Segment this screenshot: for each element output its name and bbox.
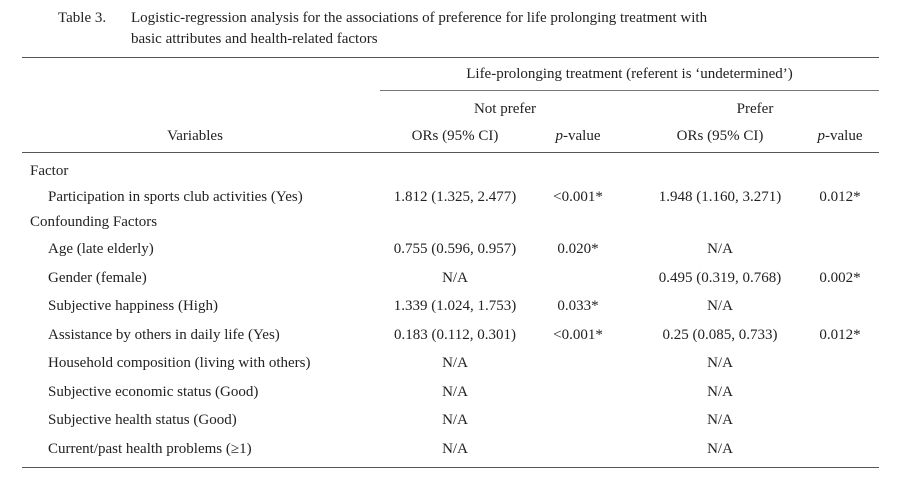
row-or-prefer: 0.25 (0.085, 0.733) bbox=[662, 327, 778, 343]
row-or-prefer: N/A bbox=[707, 355, 733, 371]
col-header-or-not-prefer: ORs (95% CI) bbox=[411, 128, 499, 144]
col-header-or-prefer: ORs (95% CI) bbox=[676, 128, 764, 144]
row-p-not-prefer: <0.001* bbox=[553, 327, 603, 343]
bottom-rule bbox=[22, 467, 879, 468]
col-header-p-prefer: p-value bbox=[817, 128, 863, 144]
row-or-prefer: N/A bbox=[707, 412, 733, 428]
row-p-not-prefer: 0.020* bbox=[557, 241, 599, 257]
caption-line-1: Logistic-regression analysis for the ass… bbox=[131, 10, 708, 26]
section-label-factor: Factor bbox=[30, 163, 69, 179]
row-variable: Current/past health problems (≥1) bbox=[48, 441, 252, 457]
row-p-prefer: 0.012* bbox=[819, 327, 861, 343]
row-or-prefer: 1.948 (1.160, 3.271) bbox=[658, 189, 782, 205]
section-label-confounding: Confounding Factors bbox=[30, 214, 158, 230]
row-or-prefer: N/A bbox=[707, 441, 733, 457]
row-or-not-prefer: 0.183 (0.112, 0.301) bbox=[394, 327, 516, 343]
row-variable: Subjective happiness (High) bbox=[48, 298, 218, 314]
spanner-rule bbox=[380, 90, 879, 91]
row-variable: Gender (female) bbox=[48, 270, 147, 286]
row-variable: Assistance by others in daily life (Yes) bbox=[48, 327, 280, 343]
row-or-not-prefer: 1.339 (1.024, 1.753) bbox=[393, 298, 517, 314]
row-or-prefer: N/A bbox=[707, 298, 733, 314]
row-variable: Participation in sports club activities … bbox=[48, 189, 303, 205]
header-rule bbox=[22, 152, 879, 153]
top-rule bbox=[22, 57, 879, 58]
group-header-not-prefer: Not prefer bbox=[473, 101, 537, 117]
row-p-not-prefer: <0.001* bbox=[553, 189, 603, 205]
row-or-not-prefer: N/A bbox=[442, 412, 468, 428]
row-or-prefer: 0.495 (0.319, 0.768) bbox=[658, 270, 782, 286]
row-or-prefer: N/A bbox=[707, 384, 733, 400]
table-title: Logistic-regression analysis for the ass… bbox=[131, 8, 891, 50]
row-or-not-prefer: N/A bbox=[442, 384, 468, 400]
col-header-p-not-prefer: p-value bbox=[555, 128, 601, 144]
row-or-not-prefer: 0.755 (0.596, 0.957) bbox=[393, 241, 517, 257]
row-or-not-prefer: N/A bbox=[442, 441, 468, 457]
row-variable: Age (late elderly) bbox=[48, 241, 154, 257]
col-header-variables: Variables bbox=[167, 128, 223, 144]
row-variable: Household composition (living with other… bbox=[48, 355, 311, 371]
row-p-prefer: 0.002* bbox=[819, 270, 861, 286]
row-or-not-prefer: N/A bbox=[442, 270, 468, 286]
row-or-prefer: N/A bbox=[707, 241, 733, 257]
row-variable: Subjective economic status (Good) bbox=[48, 384, 259, 400]
row-p-prefer: 0.012* bbox=[819, 189, 861, 205]
row-variable: Subjective health status (Good) bbox=[48, 412, 237, 428]
caption-line-2: basic attributes and health-related fact… bbox=[131, 31, 378, 47]
row-or-not-prefer: 1.812 (1.325, 2.477) bbox=[393, 189, 517, 205]
group-header-prefer: Prefer bbox=[736, 101, 774, 117]
row-or-not-prefer: N/A bbox=[442, 355, 468, 371]
table-number: Table 3. bbox=[58, 10, 107, 26]
spanner-header: Life-prolonging treatment (referent is ‘… bbox=[466, 66, 793, 82]
row-p-not-prefer: 0.033* bbox=[557, 298, 599, 314]
